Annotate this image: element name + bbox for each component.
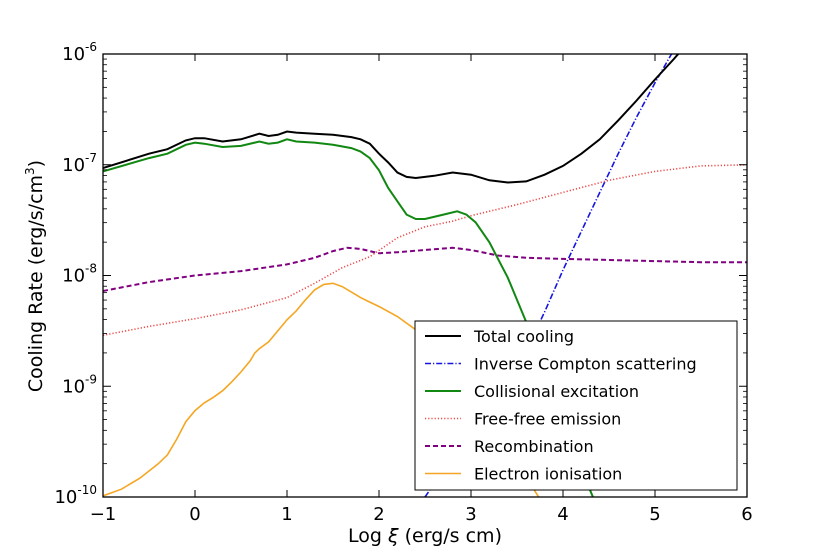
x-tick-label: 4 <box>557 504 568 525</box>
y-tick-label: 10-9 <box>62 372 97 397</box>
series-line-recombination <box>103 246 747 292</box>
x-tick-label: −1 <box>90 504 117 525</box>
y-tick-label: 10-10 <box>54 483 97 508</box>
series-line-total-cooling <box>103 54 680 184</box>
x-tick-label: 2 <box>373 504 384 525</box>
y-axis-label: Cooling Rate (erg/s/cm3) <box>23 160 47 392</box>
y-axis-ticks: 10-10 10-9 10-8 10-7 10-6 <box>54 40 747 508</box>
legend-label-recombination: Recombination <box>474 437 594 456</box>
x-axis-ticks: −1 0 1 2 3 4 5 6 <box>90 54 753 525</box>
x-tick-label: 1 <box>281 504 292 525</box>
legend-label-electron-ionisation: Electron ionisation <box>474 465 622 484</box>
x-tick-label: 3 <box>465 504 476 525</box>
legend-entries: Total cooling Inverse Compton scattering C… <box>425 327 697 484</box>
series-line-collisional-excitation <box>103 138 594 497</box>
y-tick-label: 10-6 <box>62 40 97 65</box>
legend: Total cooling Inverse Compton scattering C… <box>414 320 738 491</box>
x-axis-label: Log ξ (erg/s cm) <box>348 525 502 547</box>
legend-label-free-free-emission: Free-free emission <box>474 410 621 429</box>
x-tick-label: 5 <box>649 504 660 525</box>
x-tick-label: 0 <box>189 504 200 525</box>
legend-label-total-cooling: Total cooling <box>473 327 574 346</box>
y-tick-label: 10-8 <box>62 262 97 287</box>
legend-label-inverse-compton-scattering: Inverse Compton scattering <box>474 355 697 374</box>
legend-label-collisional-excitation: Collisional excitation <box>474 382 639 401</box>
legend-box <box>414 320 738 491</box>
x-tick-label: 6 <box>741 504 752 525</box>
y-tick-label: 10-7 <box>62 151 97 176</box>
series-line-free-free-emission <box>103 164 747 337</box>
